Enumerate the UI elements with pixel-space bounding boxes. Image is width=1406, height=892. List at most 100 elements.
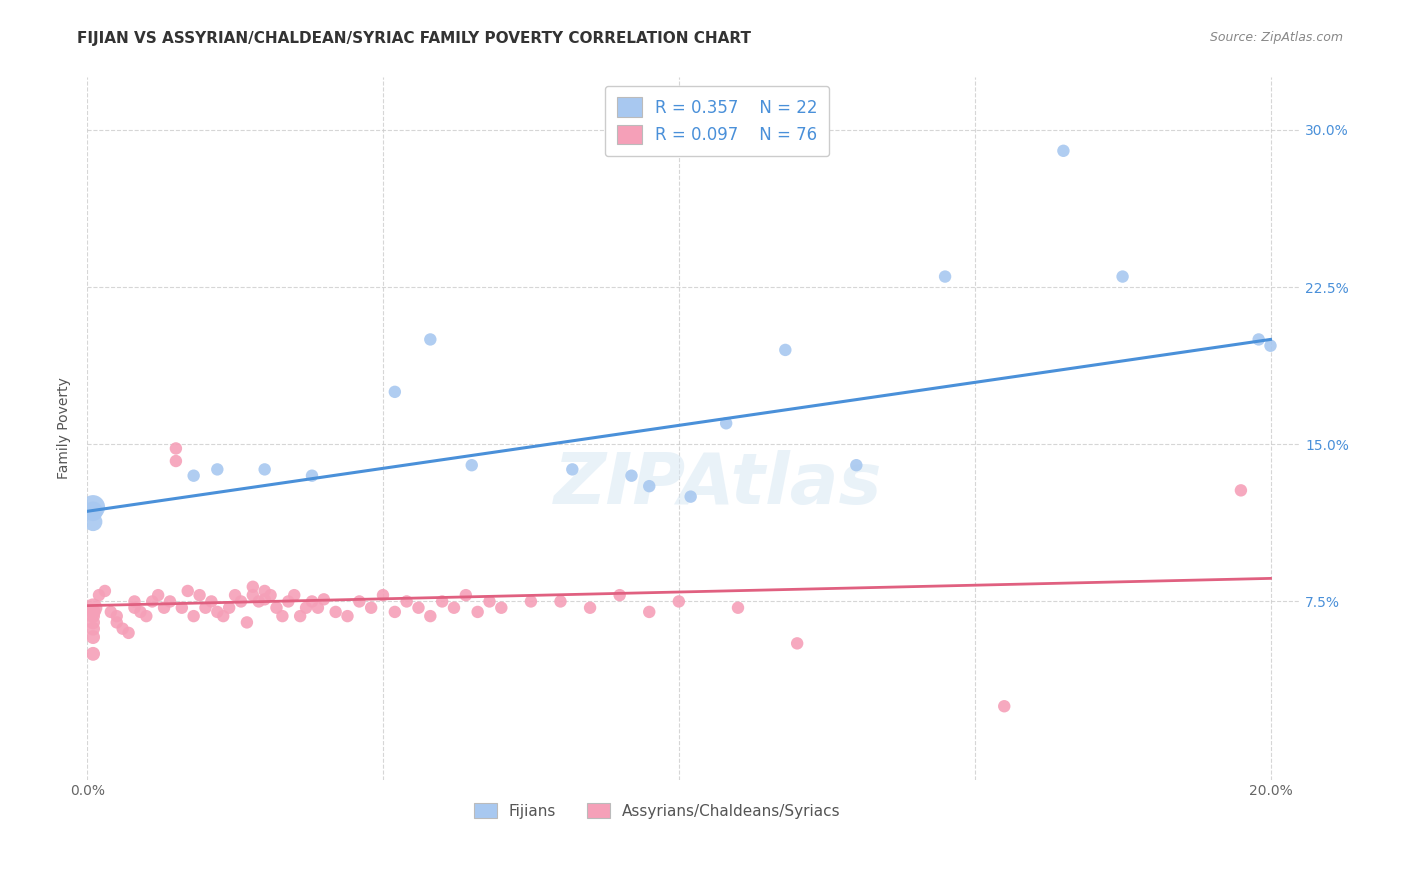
- Point: [153, 600, 176, 615]
- Point: [253, 462, 276, 476]
- Point: [443, 600, 465, 615]
- Point: [94, 584, 117, 599]
- Point: [82, 609, 104, 624]
- Point: [105, 615, 128, 630]
- Point: [307, 600, 329, 615]
- Point: [200, 594, 222, 608]
- Point: [87, 588, 110, 602]
- Point: [218, 600, 240, 615]
- Point: [183, 468, 205, 483]
- Point: [170, 600, 193, 615]
- Point: [271, 609, 294, 624]
- Point: [454, 588, 477, 602]
- Point: [786, 636, 808, 650]
- Point: [82, 605, 104, 619]
- Point: [82, 647, 104, 661]
- Point: [993, 699, 1015, 714]
- Point: [207, 605, 229, 619]
- Point: [561, 462, 583, 476]
- Point: [520, 594, 543, 608]
- Point: [1230, 483, 1253, 498]
- Point: [419, 333, 441, 347]
- Point: [491, 600, 513, 615]
- Point: [371, 588, 394, 602]
- Point: [638, 479, 661, 493]
- Point: [668, 594, 690, 608]
- Point: [165, 454, 187, 468]
- Point: [550, 594, 572, 608]
- Point: [325, 605, 347, 619]
- Point: [301, 468, 323, 483]
- Point: [1260, 339, 1282, 353]
- Point: [82, 615, 104, 630]
- Point: [288, 609, 311, 624]
- Point: [360, 600, 382, 615]
- Point: [183, 609, 205, 624]
- Point: [1052, 144, 1074, 158]
- Point: [419, 609, 441, 624]
- Point: [129, 605, 152, 619]
- Point: [100, 605, 122, 619]
- Point: [177, 584, 200, 599]
- Point: [395, 594, 418, 608]
- Point: [82, 622, 104, 636]
- Point: [82, 515, 104, 529]
- Point: [165, 442, 187, 456]
- Point: [212, 609, 235, 624]
- Point: [82, 504, 104, 518]
- Point: [242, 588, 264, 602]
- Point: [301, 594, 323, 608]
- Point: [934, 269, 956, 284]
- Point: [117, 626, 139, 640]
- Point: [224, 588, 246, 602]
- Point: [277, 594, 299, 608]
- Point: [253, 584, 276, 599]
- Legend: Fijians, Assyrians/Chaldeans/Syriacs: Fijians, Assyrians/Chaldeans/Syriacs: [468, 797, 846, 824]
- Point: [467, 605, 489, 619]
- Point: [159, 594, 181, 608]
- Point: [135, 609, 157, 624]
- Point: [679, 490, 702, 504]
- Point: [336, 609, 359, 624]
- Point: [124, 594, 146, 608]
- Point: [609, 588, 631, 602]
- Point: [408, 600, 430, 615]
- Y-axis label: Family Poverty: Family Poverty: [58, 377, 72, 480]
- Text: Source: ZipAtlas.com: Source: ZipAtlas.com: [1209, 31, 1343, 45]
- Point: [236, 615, 259, 630]
- Text: ZIPAtlas: ZIPAtlas: [554, 450, 882, 519]
- Point: [207, 462, 229, 476]
- Text: FIJIAN VS ASSYRIAN/CHALDEAN/SYRIAC FAMILY POVERTY CORRELATION CHART: FIJIAN VS ASSYRIAN/CHALDEAN/SYRIAC FAMIL…: [77, 31, 751, 46]
- Point: [242, 580, 264, 594]
- Point: [105, 609, 128, 624]
- Point: [727, 600, 749, 615]
- Point: [111, 622, 134, 636]
- Point: [82, 500, 104, 515]
- Point: [82, 630, 104, 644]
- Point: [146, 588, 169, 602]
- Point: [283, 588, 305, 602]
- Point: [82, 600, 104, 615]
- Point: [714, 417, 737, 431]
- Point: [253, 592, 276, 607]
- Point: [266, 600, 288, 615]
- Point: [478, 594, 501, 608]
- Point: [384, 605, 406, 619]
- Point: [620, 468, 643, 483]
- Point: [247, 594, 270, 608]
- Point: [295, 600, 318, 615]
- Point: [579, 600, 602, 615]
- Point: [430, 594, 453, 608]
- Point: [188, 588, 211, 602]
- Point: [312, 592, 335, 607]
- Point: [1247, 333, 1270, 347]
- Point: [259, 588, 281, 602]
- Point: [194, 600, 217, 615]
- Point: [1111, 269, 1133, 284]
- Point: [141, 594, 163, 608]
- Point: [124, 600, 146, 615]
- Point: [229, 594, 252, 608]
- Point: [638, 605, 661, 619]
- Point: [775, 343, 797, 357]
- Point: [845, 458, 868, 473]
